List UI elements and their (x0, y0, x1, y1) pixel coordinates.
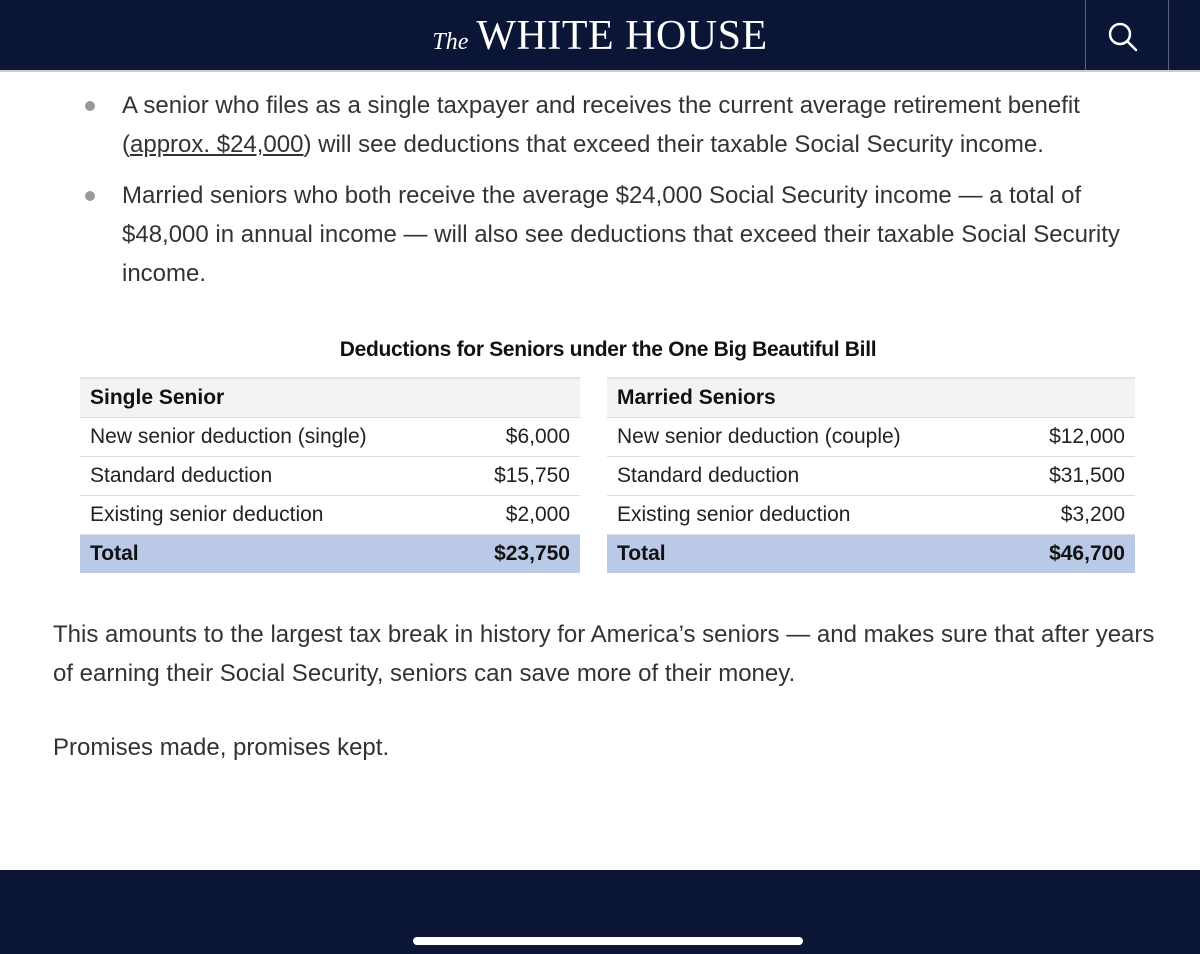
divider (1085, 0, 1086, 70)
value-cell: $23,750 (457, 534, 580, 573)
row: Standard deduction $15,750 (80, 456, 580, 496)
row: New senior deduction (single) $6,000 (80, 417, 580, 457)
value-cell: $31,500 (1008, 456, 1135, 496)
text: Married seniors who both receive the ave… (122, 182, 1120, 287)
text: ) will see deductions that exceed their … (303, 131, 1044, 158)
total-row: Total $46,700 (607, 534, 1135, 573)
top-bar: The WHITE HOUSE (0, 0, 1200, 72)
brand-prefix: The (432, 29, 469, 55)
bottom-bar (0, 870, 1200, 954)
value-cell: $6,000 (457, 417, 580, 457)
header-cell: Single Senior (80, 377, 580, 418)
link[interactable]: approx. $24,000 (130, 131, 304, 158)
value-cell: $3,200 (1008, 495, 1135, 535)
row: Existing senior deduction $2,000 (80, 495, 580, 535)
table-title: Deductions for Seniors under the One Big… (339, 338, 877, 361)
divider (1168, 0, 1169, 70)
bullet-item: Married seniors who both receive the ave… (0, 176, 1152, 293)
header-row: Single Senior (80, 377, 580, 418)
label-cell: New senior deduction (single) (80, 417, 458, 457)
label-cell: Total (607, 534, 1009, 573)
row: New senior deduction (couple) $12,000 (607, 417, 1135, 457)
bullet-item: A senior who files as a single taxpayer … (0, 86, 1152, 164)
header-cell: Married Seniors (607, 377, 1135, 418)
row: Existing senior deduction $3,200 (607, 495, 1135, 535)
label-cell: Standard deduction (80, 456, 458, 496)
header-row: Married Seniors (607, 377, 1135, 418)
label-cell: Standard deduction (607, 456, 1009, 496)
total-row: Total $23,750 (80, 534, 580, 573)
bullet-list: A senior who files as a single taxpayer … (0, 86, 1200, 305)
home-indicator[interactable] (413, 937, 803, 945)
value-cell: $12,000 (1008, 417, 1135, 457)
value-cell: $46,700 (1008, 534, 1135, 573)
label-cell: Total (80, 534, 458, 573)
label-cell: New senior deduction (couple) (607, 417, 1009, 457)
label-cell: Existing senior deduction (607, 495, 1009, 535)
paragraph: Promises made, promises kept. (53, 734, 390, 761)
deduction-table: Married Seniors New senior deduction (cou… (607, 377, 1135, 573)
brand-name: WHITE HOUSE (476, 13, 768, 59)
row: Standard deduction $31,500 (607, 456, 1135, 496)
paragraph: This amounts to the largest tax break in… (53, 621, 1155, 687)
deduction-table: Single Senior New senior deduction (singl… (80, 377, 580, 573)
value-cell: $2,000 (457, 495, 580, 535)
search-button[interactable] (1106, 20, 1140, 54)
value-cell: $15,750 (457, 456, 580, 496)
label-cell: Existing senior deduction (80, 495, 458, 535)
text: A senior who files as a single taxpayer … (122, 92, 1080, 158)
brand[interactable]: The WHITE HOUSE (0, 12, 1200, 60)
